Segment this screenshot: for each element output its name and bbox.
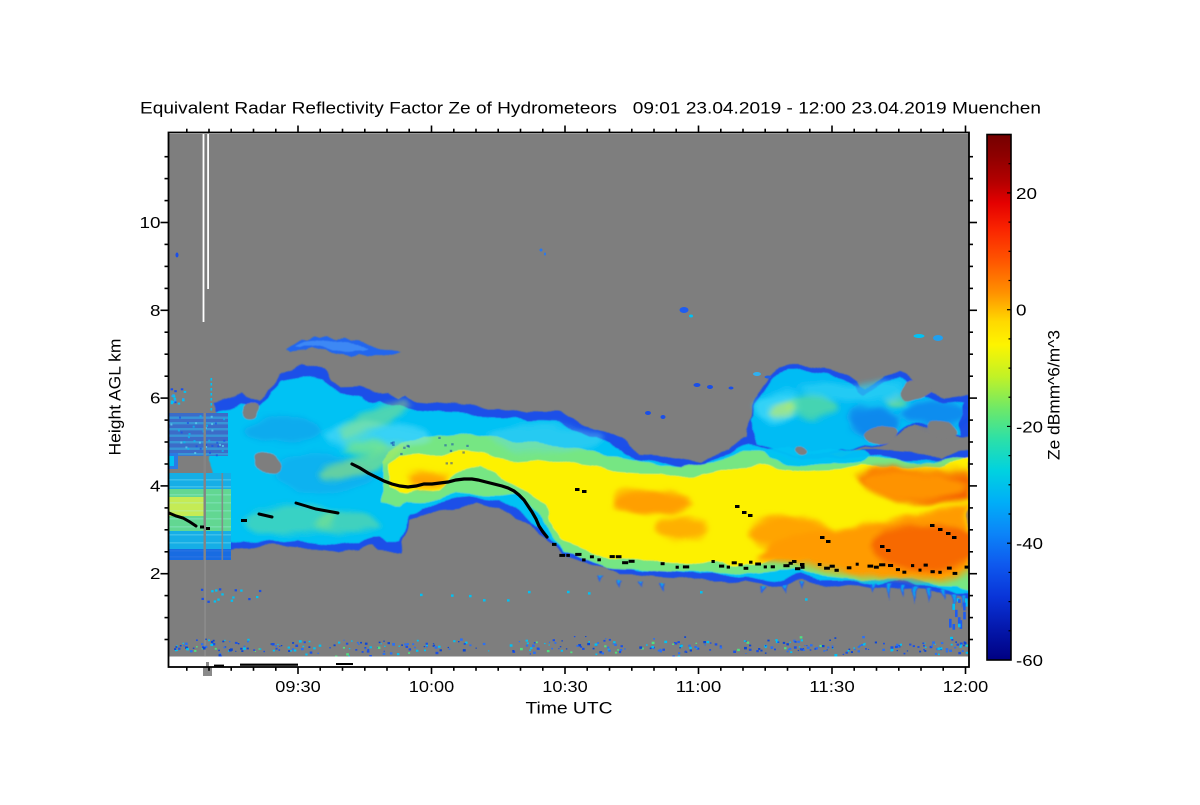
svg-text:Height AGL km: Height AGL km (106, 339, 125, 456)
svg-text:09:30: 09:30 (275, 679, 321, 696)
svg-text:10: 10 (140, 215, 161, 232)
svg-text:-40: -40 (1016, 536, 1043, 553)
svg-text:4: 4 (150, 478, 161, 495)
svg-text:0: 0 (1016, 303, 1027, 320)
svg-text:Equivalent Radar Reflectivity: Equivalent Radar Reflectivity Factor Ze … (140, 99, 1041, 118)
svg-text:11:30: 11:30 (809, 679, 855, 696)
svg-text:6: 6 (150, 391, 161, 408)
svg-text:-20: -20 (1016, 419, 1043, 436)
svg-text:10:30: 10:30 (542, 679, 588, 696)
svg-text:12:00: 12:00 (943, 679, 989, 696)
svg-text:8: 8 (150, 303, 161, 320)
svg-text:Ze dBmm^6/m^3: Ze dBmm^6/m^3 (1045, 330, 1064, 460)
svg-text:10:00: 10:00 (409, 679, 455, 696)
svg-text:2: 2 (150, 566, 161, 583)
svg-text:Time UTC: Time UTC (526, 699, 613, 718)
svg-text:20: 20 (1016, 186, 1037, 203)
svg-text:-60: -60 (1016, 653, 1043, 670)
svg-text:11:00: 11:00 (676, 679, 722, 696)
